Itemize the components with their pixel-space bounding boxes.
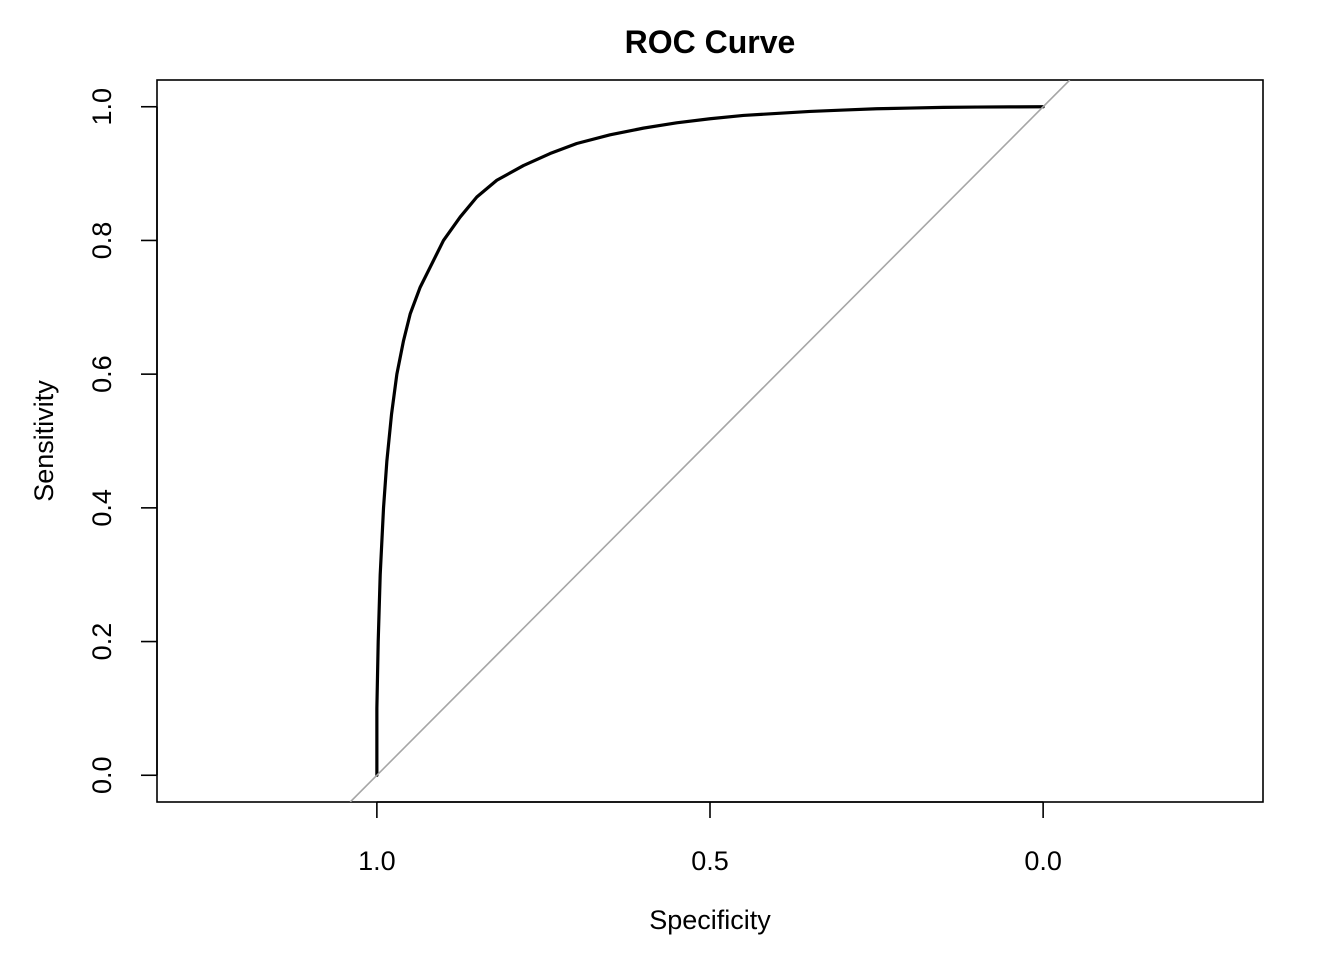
y-axis-label: Sensitivity bbox=[29, 380, 59, 502]
x-axis: 1.0 0.5 0.0 bbox=[358, 801, 1062, 876]
x-tick-label: 1.0 bbox=[358, 846, 396, 876]
reference-diagonal-line bbox=[349, 80, 1071, 802]
x-tick-label: 0.5 bbox=[691, 846, 729, 876]
roc-curve-line bbox=[375, 105, 1045, 777]
series-layer bbox=[349, 80, 1071, 802]
x-tick-label: 0.0 bbox=[1024, 846, 1062, 876]
plot-area bbox=[349, 80, 1071, 802]
y-axis: 0.0 0.2 0.4 0.6 0.8 1.0 bbox=[87, 88, 158, 794]
chart-title: ROC Curve bbox=[625, 24, 796, 60]
x-axis-label: Specificity bbox=[649, 905, 771, 935]
y-tick-label: 0.6 bbox=[87, 355, 117, 393]
y-tick-label: 0.4 bbox=[87, 489, 117, 527]
y-tick-label: 0.8 bbox=[87, 222, 117, 260]
y-tick-label: 1.0 bbox=[87, 88, 117, 126]
y-tick-label: 0.0 bbox=[87, 756, 117, 794]
y-tick-label: 0.2 bbox=[87, 623, 117, 661]
